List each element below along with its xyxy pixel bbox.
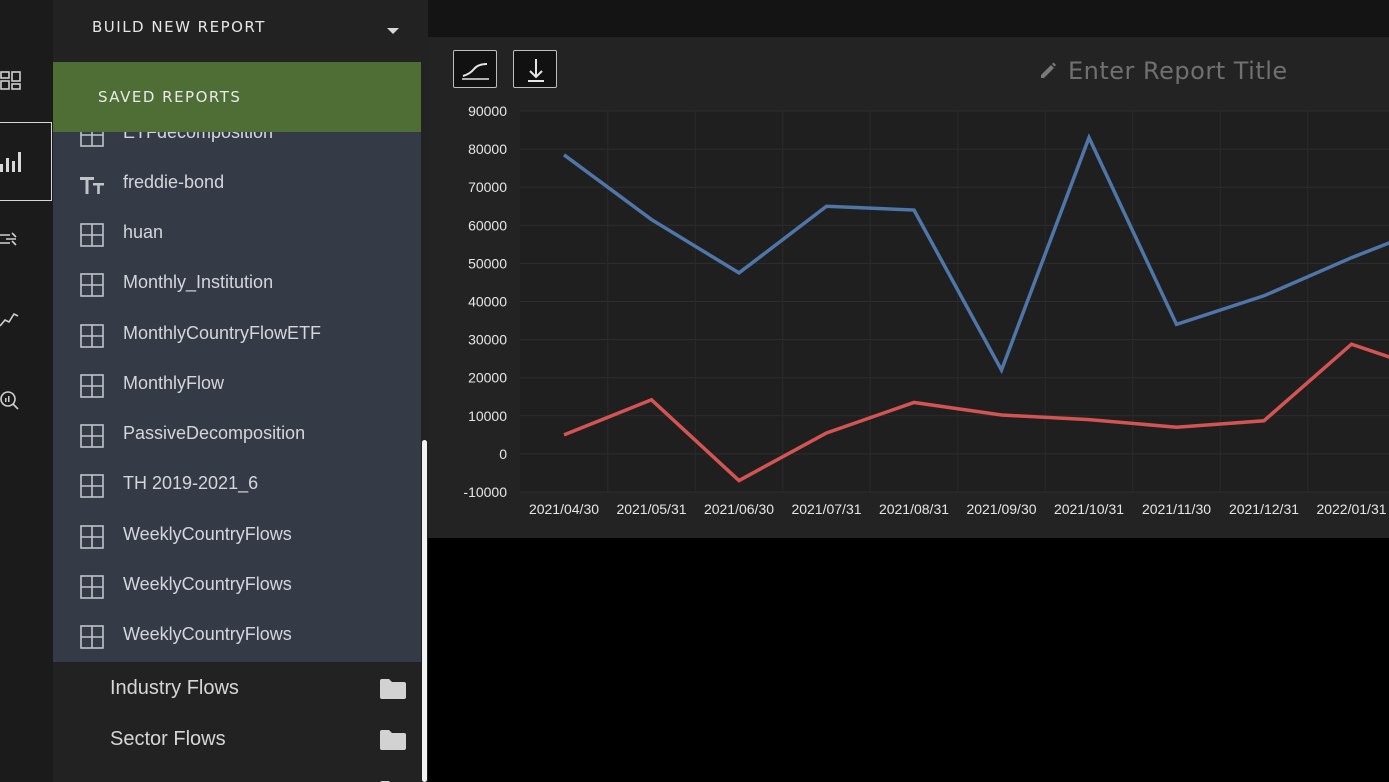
report-label: TH 2019-2021_6 <box>123 473 259 493</box>
top-bar <box>428 0 1389 37</box>
table-icon <box>80 324 104 348</box>
series-line-2 <box>563 342 1389 483</box>
list-item[interactable]: MonthlyCountryFlowETF <box>53 311 421 361</box>
y-tick-label: 40000 <box>468 294 507 310</box>
table-icon <box>80 474 104 498</box>
report-label: huan <box>123 222 164 242</box>
list-item[interactable]: freddie-bond <box>53 160 421 210</box>
list-item[interactable]: ETFdecomposition <box>53 132 421 160</box>
report-label: ETFdecomposition <box>123 132 274 142</box>
folder-item[interactable]: Industry Flows <box>53 664 421 714</box>
report-label: PassiveDecomposition <box>123 423 306 443</box>
download-button[interactable] <box>513 50 557 88</box>
y-tick-label: 70000 <box>468 179 507 195</box>
sidebar-scrollbar-track[interactable] <box>421 0 428 782</box>
table-icon <box>80 273 104 297</box>
y-tick-label: 80000 <box>468 141 507 157</box>
report-label: MonthlyCountryFlowETF <box>123 323 322 343</box>
report-label: WeeklyCountryFlows <box>123 624 292 644</box>
shuffle-icon[interactable] <box>0 200 53 280</box>
list-item[interactable]: PassiveDecomposition <box>53 411 421 461</box>
folder-label: Industry Flows <box>110 677 239 699</box>
list-item[interactable]: MonthlyFlow <box>53 361 421 411</box>
table-icon <box>80 525 104 549</box>
dashboard-icon[interactable] <box>0 40 53 120</box>
folder-item[interactable] <box>53 766 421 782</box>
bar-chart-icon[interactable] <box>0 121 53 201</box>
analytics-search-icon[interactable] <box>0 360 53 440</box>
x-tick-label: 2021/07/31 <box>791 501 861 517</box>
report-title-input[interactable] <box>1066 53 1389 89</box>
table-icon <box>80 424 104 448</box>
saved-report-list: ETFdecomposition freddie-bond huan Month… <box>53 132 421 662</box>
x-tick-label: 2021/05/31 <box>616 501 686 517</box>
sidebar-scrollbar-thumb[interactable] <box>422 440 427 782</box>
active-rail-indicator <box>0 122 52 201</box>
y-tick-label: 50000 <box>468 255 507 271</box>
y-tick-label: 60000 <box>468 217 507 233</box>
chart-type-button[interactable] <box>453 50 497 88</box>
text-icon <box>80 173 104 197</box>
y-tick-label: -10000 <box>463 484 507 500</box>
y-tick-label: 0 <box>499 446 507 462</box>
x-tick-label: 2021/10/31 <box>1054 501 1124 517</box>
folder-icon <box>380 678 406 704</box>
table-icon <box>80 132 104 147</box>
x-tick-label: 2021/04/30 <box>529 501 599 517</box>
report-label: MonthlyFlow <box>123 373 225 393</box>
table-icon <box>80 223 104 247</box>
table-icon <box>80 625 104 649</box>
list-item[interactable]: TH 2019-2021_6 <box>53 461 421 511</box>
build-new-report-dropdown[interactable]: BUILD NEW REPORT <box>53 0 428 62</box>
report-label: WeeklyCountryFlows <box>123 524 292 544</box>
x-tick-label: 2022/01/31 <box>1316 501 1386 517</box>
table-icon <box>80 575 104 599</box>
y-tick-label: 10000 <box>468 408 507 424</box>
pencil-icon <box>1039 61 1057 83</box>
x-tick-label: 2021/09/30 <box>966 501 1036 517</box>
reports-sidebar: BUILD NEW REPORT SAVED REPORTS ETFdecomp… <box>53 0 428 782</box>
y-tick-label: 20000 <box>468 370 507 386</box>
nav-rail <box>0 0 53 782</box>
folder-label: Sector Flows <box>110 728 226 750</box>
list-item[interactable]: huan <box>53 210 421 260</box>
x-tick-label: 2021/06/30 <box>704 501 774 517</box>
report-panel: 90000 80000 70000 60000 50000 40000 30000 20000… <box>428 37 1389 538</box>
report-label: WeeklyCountryFlows <box>123 574 292 594</box>
y-tick-label: 30000 <box>468 332 507 348</box>
y-tick-label: 90000 <box>468 103 507 119</box>
list-item[interactable]: Monthly_Institution <box>53 260 421 310</box>
build-new-report-label: BUILD NEW REPORT <box>92 18 266 36</box>
list-item[interactable]: WeeklyCountryFlows <box>53 612 421 662</box>
x-tick-label: 2021/11/30 <box>1142 501 1211 517</box>
report-label: Monthly_Institution <box>123 272 274 292</box>
table-icon <box>80 374 104 398</box>
folder-item[interactable]: Sector Flows <box>53 715 421 765</box>
list-item[interactable]: WeeklyCountryFlows <box>53 562 421 612</box>
report-label: freddie-bond <box>123 172 225 192</box>
chevron-down-icon <box>387 28 399 34</box>
series-line-1 <box>562 133 1389 375</box>
x-tick-label: 2021/08/31 <box>879 501 949 517</box>
download-icon <box>528 59 544 82</box>
line-chart: 90000 80000 70000 60000 50000 40000 30000 20000… <box>463 103 1389 517</box>
line-trend-icon[interactable] <box>0 280 53 360</box>
saved-reports-label: SAVED REPORTS <box>98 88 242 106</box>
x-tick-label: 2021/12/31 <box>1229 501 1299 517</box>
line-chart-icon <box>462 63 489 80</box>
folder-icon <box>380 729 406 755</box>
saved-reports-header[interactable]: SAVED REPORTS <box>53 62 428 132</box>
list-item[interactable]: WeeklyCountryFlows <box>53 512 421 562</box>
